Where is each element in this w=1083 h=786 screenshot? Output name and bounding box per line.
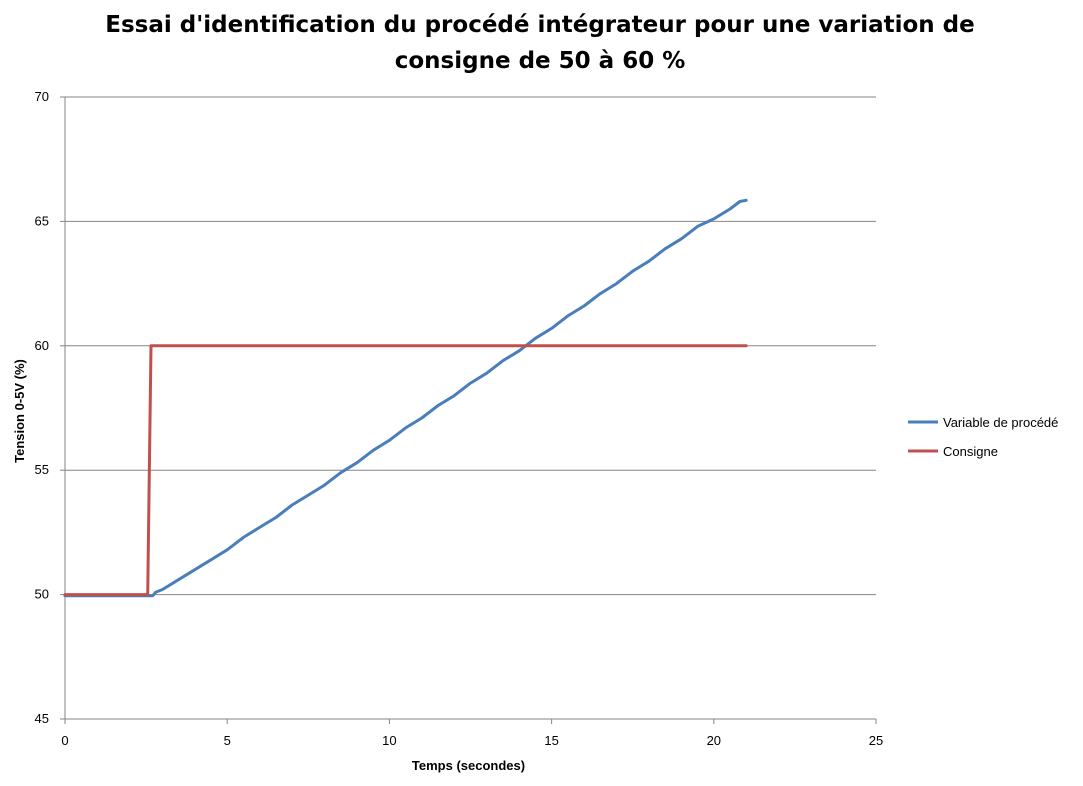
chart-title-line-1: Essai d'identification du procédé intégr…	[105, 12, 975, 38]
chart-title-line-2: consigne de 50 à 60 %	[394, 48, 686, 74]
series-lines	[63, 198, 748, 598]
legend: Variable de procédé Consigne	[908, 415, 1058, 459]
legend-label: Consigne	[943, 444, 998, 459]
y-tick-label: 65	[35, 213, 49, 228]
x-tick-label: 25	[869, 733, 883, 748]
x-tick-label: 20	[707, 733, 721, 748]
x-tick-label: 0	[61, 733, 68, 748]
y-tick-label: 70	[35, 89, 49, 104]
series-line-variable-de-procede	[63, 198, 748, 598]
axes	[60, 96, 877, 724]
legend-label: Variable de procédé	[943, 415, 1058, 430]
y-tick-label: 55	[35, 462, 49, 477]
x-axis-label: Temps (secondes)	[412, 758, 525, 773]
x-tick-label: 5	[224, 733, 231, 748]
y-axis-label: Tension 0-5V (%)	[12, 359, 27, 463]
y-tick-label: 50	[35, 587, 49, 602]
series-line-consigne	[63, 344, 748, 597]
y-tick-label: 45	[35, 711, 49, 726]
y-tick-label: 60	[35, 338, 49, 353]
x-tick-label: 15	[544, 733, 558, 748]
x-tick-label: 10	[382, 733, 396, 748]
tick-labels: 45 50 55 60 65 70 0 5 10 15 20 25 Temps (secondes) Te…	[12, 89, 883, 773]
